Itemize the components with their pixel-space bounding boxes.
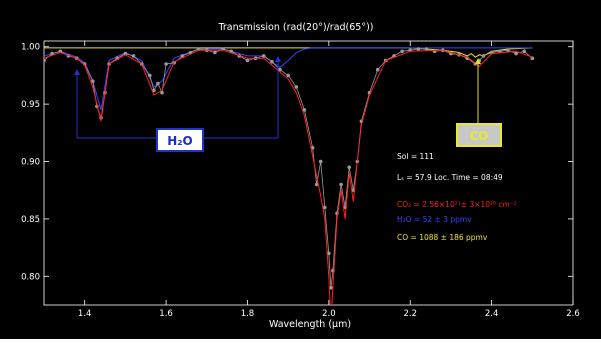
observed-point <box>416 47 421 51</box>
h2o-label-box <box>156 128 204 152</box>
x-tick-label: 1.8 <box>241 309 255 319</box>
observed-point <box>270 59 274 64</box>
observed-point <box>522 49 526 54</box>
observed-point <box>329 286 333 290</box>
observed-point <box>294 85 299 89</box>
y-tick-label: 0.85 <box>21 215 40 225</box>
ls-text: Lₛ = 57.9 Loc. Time = 08:49 <box>397 173 503 182</box>
observed-point <box>400 49 404 54</box>
observed-point <box>213 50 217 55</box>
axis-ticks: 1.4 1.6 1.8 2.0 2.2 2.4 2.6 0.80 0.85 0.90 0.95 1.0… <box>21 41 580 319</box>
observed-point <box>498 49 502 54</box>
observed-point <box>164 62 168 66</box>
h2o-text: H₂O = 52 ± 3 ppmv <box>397 215 472 224</box>
h2o-bracket <box>76 62 279 139</box>
observed-point <box>302 108 307 112</box>
observed-point <box>245 58 250 63</box>
co2-text: CO₂ = 2.56×10²¹± 3×10²⁰ cm⁻² <box>397 200 517 209</box>
observed-point <box>50 51 54 56</box>
sol-text: Sol = 111 <box>397 152 434 161</box>
series-layer <box>44 47 535 305</box>
observed-point <box>180 54 185 58</box>
observed-point <box>481 54 486 58</box>
y-tick-label: 0.80 <box>21 272 40 282</box>
x-tick-label: 2.0 <box>322 309 336 319</box>
observed-point <box>44 58 46 63</box>
co-text: CO = 1088 ± 186 ppmv <box>397 233 488 242</box>
observed-point <box>327 251 331 256</box>
observed-point <box>314 182 319 187</box>
observed-point <box>123 51 128 56</box>
observed-point <box>506 48 510 52</box>
observed-point <box>514 51 518 56</box>
observed-point <box>91 79 95 83</box>
x-axis-label: Wavelength (μm) <box>269 319 351 330</box>
y-tick-label: 1.00 <box>21 43 40 53</box>
x-tick-label: 2.2 <box>403 309 417 319</box>
h2o-arrow-right <box>275 56 281 62</box>
observed-point <box>148 73 152 78</box>
x-tick-label: 1.4 <box>78 309 92 319</box>
observed-point <box>347 165 352 170</box>
observed-point <box>424 47 429 51</box>
x-tick-label: 2.6 <box>566 309 580 319</box>
observed-point <box>286 73 291 78</box>
h2o-arrow-left <box>74 69 80 75</box>
co-arrow-head <box>475 58 481 64</box>
observed-point <box>318 159 323 164</box>
h2o-label: H₂O <box>167 134 193 148</box>
observed-point <box>323 205 327 210</box>
observed-point <box>160 90 164 95</box>
h2o-model-line <box>44 47 533 111</box>
observed-point <box>375 67 380 72</box>
x-tick-label: 1.6 <box>159 309 173 319</box>
observed-point <box>339 182 343 187</box>
y-tick-label: 0.95 <box>21 100 40 110</box>
total-model-line <box>44 49 533 305</box>
co-label-box <box>456 123 502 147</box>
observed-point <box>156 81 160 86</box>
observed-point <box>261 54 266 58</box>
observed-point <box>131 54 136 58</box>
plot-frame <box>43 40 574 306</box>
observed-point <box>58 49 63 54</box>
observed-point <box>310 145 315 150</box>
x-tick-label: 2.4 <box>485 309 499 319</box>
y-tick-label: 0.90 <box>21 158 40 168</box>
co-label: CO <box>469 129 488 143</box>
chart-title: Transmission (rad(20°)/rad(65°)) <box>217 22 373 33</box>
plot-area <box>44 47 535 305</box>
